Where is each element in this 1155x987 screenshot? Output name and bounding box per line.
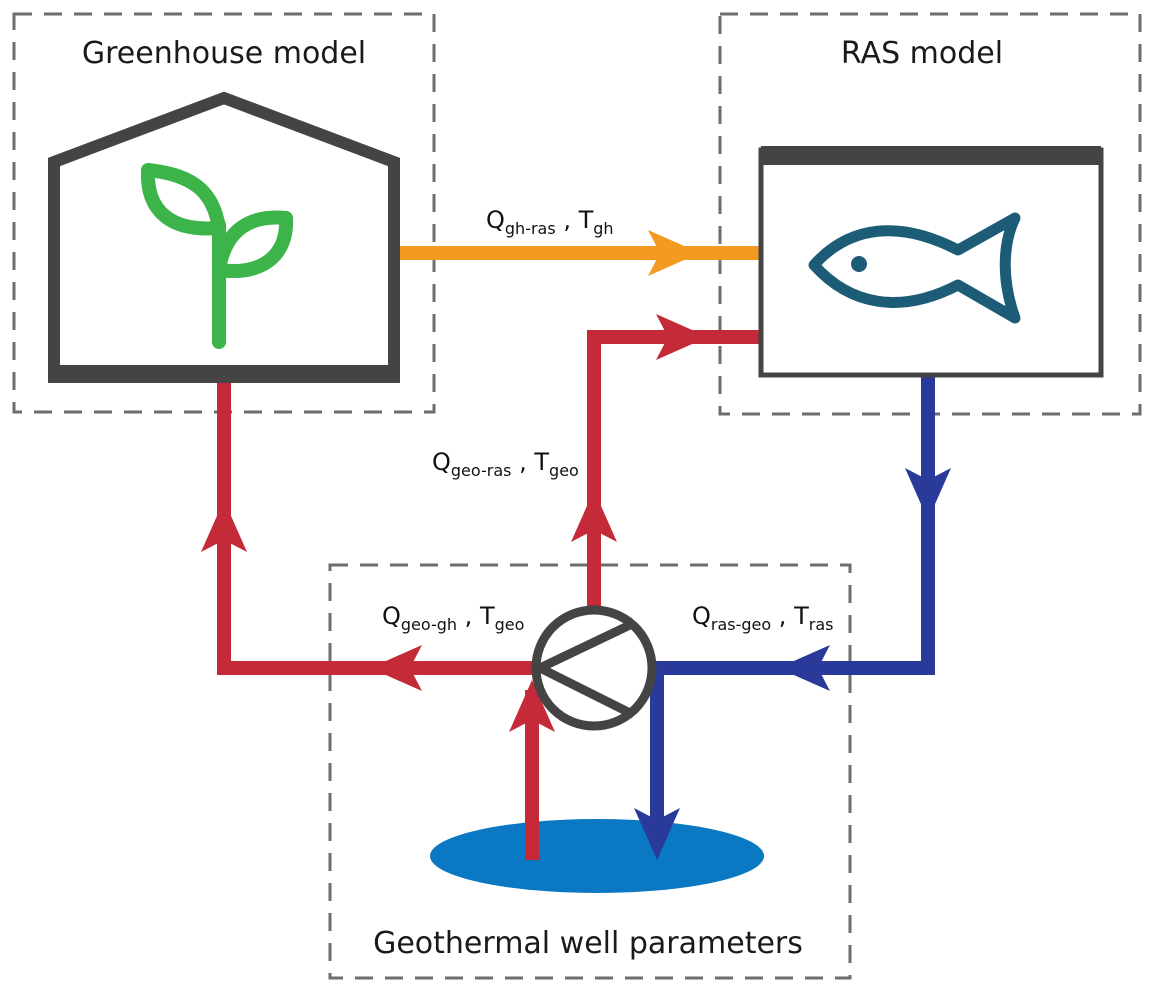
fish-eye — [851, 256, 867, 272]
arrow-geo-to-gh-up — [201, 500, 247, 552]
label-geo-to-gh: Qgeo-gh , Tgeo — [382, 602, 524, 634]
arrow-geo-to-ras-up — [571, 490, 617, 542]
label-geo-to-ras: Qgeo-ras , Tgeo — [432, 448, 579, 480]
well-pool-icon — [430, 819, 764, 893]
pump-icon — [529, 605, 657, 731]
arrow-geo-to-ras-right — [656, 314, 708, 360]
plant-icon — [140, 163, 294, 349]
geothermal-well-box — [328, 563, 852, 980]
arrow-geo-to-gh-left — [370, 645, 422, 691]
geothermal-well-title: Geothermal well parameters — [373, 926, 803, 961]
arrow-gh-to-ras — [648, 230, 700, 276]
pipe-geo-to-ras — [587, 330, 760, 612]
arrow-pump-to-well-down — [634, 808, 680, 860]
label-gh-to-ras: Qgh-ras , Tgh — [486, 206, 614, 238]
fish-icon — [808, 212, 1021, 324]
arrow-well-to-pump-up — [509, 680, 555, 732]
pipe-geo-to-gh — [217, 380, 535, 675]
pipe-ras-to-geo — [655, 375, 935, 675]
label-ras-to-geo: Qras-geo , Tras — [692, 602, 833, 634]
arrow-ras-down — [905, 468, 951, 520]
ras-model-title: RAS model — [841, 36, 1003, 71]
arrow-ras-to-geo-left — [778, 645, 830, 691]
greenhouse-model-title: Greenhouse model — [82, 36, 366, 71]
